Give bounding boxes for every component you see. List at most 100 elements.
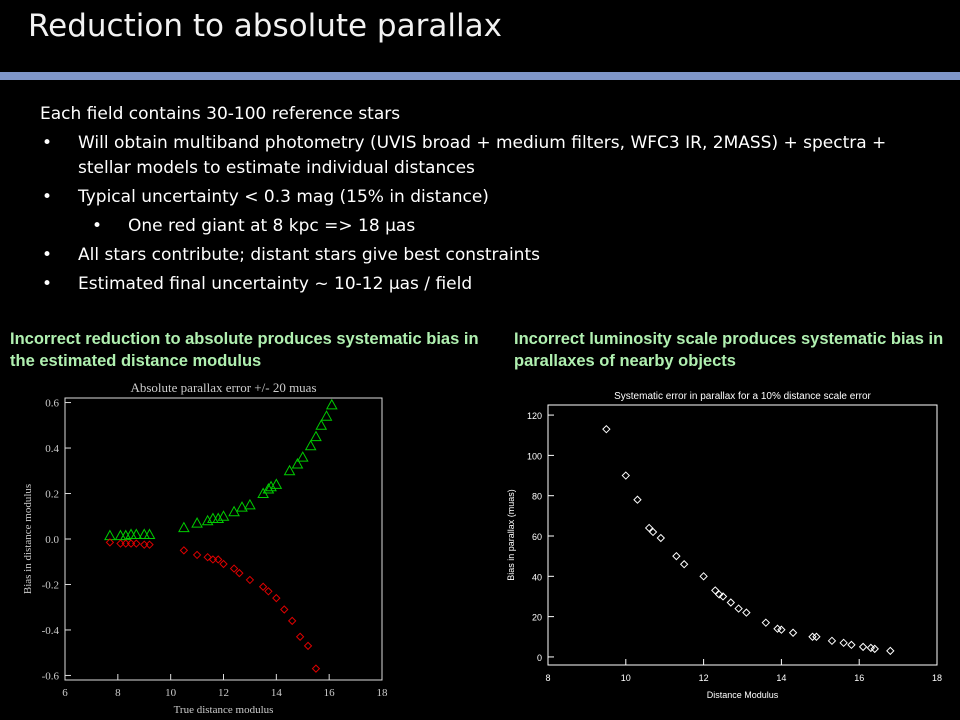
bullet: Will obtain multiband photometry (UVIS b… — [40, 131, 940, 181]
point — [283, 464, 296, 476]
point — [236, 501, 248, 512]
point — [315, 419, 328, 430]
point — [280, 605, 289, 614]
point — [212, 512, 225, 524]
point — [145, 540, 154, 549]
point — [192, 550, 202, 560]
point — [325, 398, 338, 410]
x-tick-label: 12 — [699, 673, 709, 683]
x-tick-label: 10 — [621, 673, 631, 683]
point — [648, 527, 658, 537]
x-axis-label: Distance Modulus — [707, 690, 779, 700]
intro-text: Each field contains 30-100 reference sta… — [40, 104, 401, 124]
point — [711, 586, 720, 595]
x-tick-label: 18 — [377, 687, 389, 699]
y-tick-label: 80 — [532, 492, 542, 502]
point — [245, 575, 255, 585]
x-tick-label: 8 — [115, 687, 121, 699]
point — [311, 664, 321, 673]
caption: Incorrect reduction to absolute produces… — [10, 330, 479, 370]
point — [679, 560, 689, 569]
point — [265, 480, 277, 492]
x-tick-label: 14 — [776, 673, 786, 683]
y-tick-label: -0.4 — [42, 625, 60, 637]
plot-frame — [547, 404, 938, 666]
point — [132, 539, 141, 548]
bullet: All stars contribute; distant stars give… — [40, 243, 940, 268]
x-tick-label: 18 — [932, 673, 942, 683]
point — [320, 410, 333, 421]
y-tick-label: -0.2 — [42, 579, 59, 591]
point — [105, 538, 115, 547]
point — [272, 593, 281, 603]
point — [143, 528, 156, 539]
chart-title: Absolute parallax error +/- 20 muas — [130, 380, 316, 395]
point — [761, 618, 771, 627]
y-tick-label: 60 — [532, 532, 542, 542]
y-tick-label: 100 — [527, 451, 542, 461]
point — [214, 555, 223, 564]
point — [886, 646, 895, 656]
point — [621, 471, 631, 480]
plot-frame — [64, 397, 383, 681]
y-tick-label: 20 — [532, 613, 542, 623]
y-tick-label: 0.0 — [45, 534, 59, 546]
y-tick-label: 120 — [527, 411, 542, 421]
point — [201, 514, 214, 526]
point — [270, 478, 283, 489]
y-tick-label: 0.4 — [45, 443, 59, 455]
point — [742, 608, 751, 617]
slide-title: Reduction to absolute parallax — [28, 8, 502, 44]
point — [303, 641, 313, 651]
point — [858, 642, 868, 652]
point — [203, 552, 212, 562]
point — [304, 439, 317, 451]
point — [726, 598, 736, 607]
point — [734, 604, 743, 613]
chart-title: Systematic error in parallax for a 10% d… — [614, 391, 871, 402]
y-tick-label: 0.2 — [45, 489, 59, 501]
point — [264, 587, 273, 596]
point — [217, 510, 230, 521]
point — [644, 523, 654, 533]
point — [788, 628, 798, 637]
point — [296, 451, 309, 462]
x-tick-label: 10 — [165, 687, 177, 699]
bullet: Typical uncertainty < 0.3 mag (15% in di… — [40, 185, 940, 210]
slide-body: Each field contains 30-100 reference sta… — [40, 102, 940, 297]
point — [114, 529, 127, 541]
x-tick-label: 12 — [218, 687, 229, 699]
y-axis-label: Bias in distance modulus — [22, 484, 34, 594]
point — [179, 546, 189, 555]
point — [839, 638, 848, 648]
point — [870, 644, 879, 654]
point — [258, 582, 268, 591]
point — [847, 640, 856, 650]
y-tick-label: 0.6 — [45, 398, 59, 410]
point — [672, 551, 681, 561]
y-axis-label: Bias in parallax (muas) — [506, 489, 516, 581]
bullet: One red giant at 8 kpc => 18 μas — [90, 214, 940, 239]
point — [602, 424, 611, 434]
x-tick-label: 6 — [62, 687, 68, 699]
point — [229, 564, 239, 573]
x-tick-label: 8 — [545, 673, 550, 683]
x-tick-label: 16 — [854, 673, 864, 683]
x-axis-label: True distance modulus — [174, 704, 274, 716]
point — [699, 572, 708, 581]
point — [291, 457, 304, 469]
point — [310, 430, 322, 442]
point — [827, 636, 837, 646]
point — [219, 559, 228, 569]
point — [235, 568, 244, 578]
bullet: Estimated final uncertainty ~ 10-12 μas … — [40, 272, 940, 297]
point — [812, 632, 821, 641]
y-tick-label: 40 — [532, 572, 542, 582]
point — [295, 632, 305, 641]
point — [130, 528, 143, 539]
caption: Incorrect luminosity scale produces syst… — [514, 330, 944, 370]
point — [656, 533, 666, 543]
point — [178, 521, 190, 533]
